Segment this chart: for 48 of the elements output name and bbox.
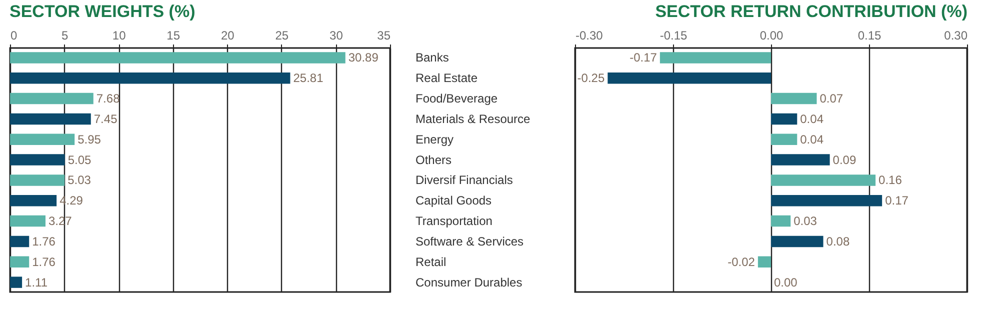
- x-tick-label: 0: [10, 28, 18, 42]
- data-label: -0.02: [728, 254, 756, 269]
- x-tick-label: 30: [330, 28, 344, 42]
- y-tick-label: Diversif Financials: [416, 173, 513, 188]
- data-label: 0.07: [820, 92, 844, 106]
- y-tick-label: Energy: [416, 132, 454, 146]
- x-tick-label: 0.30: [944, 28, 968, 42]
- data-label: 0.09: [832, 152, 856, 167]
- chart-title: SECTOR RETURN CONTRIBUTION (%): [655, 2, 968, 21]
- x-tick-label: 10: [112, 28, 126, 42]
- data-label: 0.08: [826, 234, 850, 248]
- data-label: 0.00: [774, 275, 798, 290]
- data-label: 0.04: [800, 132, 824, 146]
- y-tick-label: Transportation: [416, 214, 492, 228]
- data-label: 30.89: [348, 50, 379, 65]
- y-tick-label: Banks: [416, 50, 449, 65]
- x-tick-label: 0.15: [858, 28, 882, 42]
- data-label: 5.95: [78, 132, 102, 146]
- chart-title: SECTOR WEIGHTS (%): [10, 2, 196, 21]
- x-tick-label: 15: [166, 28, 180, 42]
- y-tick-label: Consumer Durables: [416, 275, 522, 290]
- data-label: 25.81: [293, 71, 324, 86]
- y-tick-label: Capital Goods: [416, 194, 492, 208]
- data-label: 0.04: [800, 112, 824, 126]
- data-label: 5.03: [68, 173, 92, 188]
- y-tick-label: Real Estate: [416, 71, 478, 86]
- x-tick-label: -0.30: [576, 28, 604, 42]
- data-label: 7.45: [94, 112, 118, 126]
- x-tick-label: 25: [275, 28, 289, 42]
- y-tick-label: Materials & Resource: [416, 112, 531, 126]
- data-label: -0.17: [630, 50, 658, 65]
- y-tick-label: Food/Beverage: [416, 92, 498, 106]
- data-label: 0.17: [885, 194, 909, 208]
- y-tick-label: Software & Services: [416, 234, 524, 248]
- data-label: 5.05: [68, 152, 92, 167]
- x-tick-label: -0.15: [660, 28, 688, 42]
- data-label: 0.16: [878, 173, 902, 188]
- data-label: 1.76: [32, 254, 56, 269]
- y-tick-label: Retail: [416, 254, 446, 269]
- y-tick-label: Others: [416, 152, 452, 167]
- x-tick-label: 35: [377, 28, 391, 42]
- x-tick-label: 0.00: [760, 28, 784, 42]
- data-label: 0.03: [794, 214, 818, 228]
- x-tick-label: 5: [61, 28, 68, 42]
- data-label: 1.11: [25, 275, 48, 290]
- data-label: 1.76: [32, 234, 56, 248]
- data-label: -0.25: [577, 71, 605, 86]
- x-tick-label: 20: [220, 28, 235, 42]
